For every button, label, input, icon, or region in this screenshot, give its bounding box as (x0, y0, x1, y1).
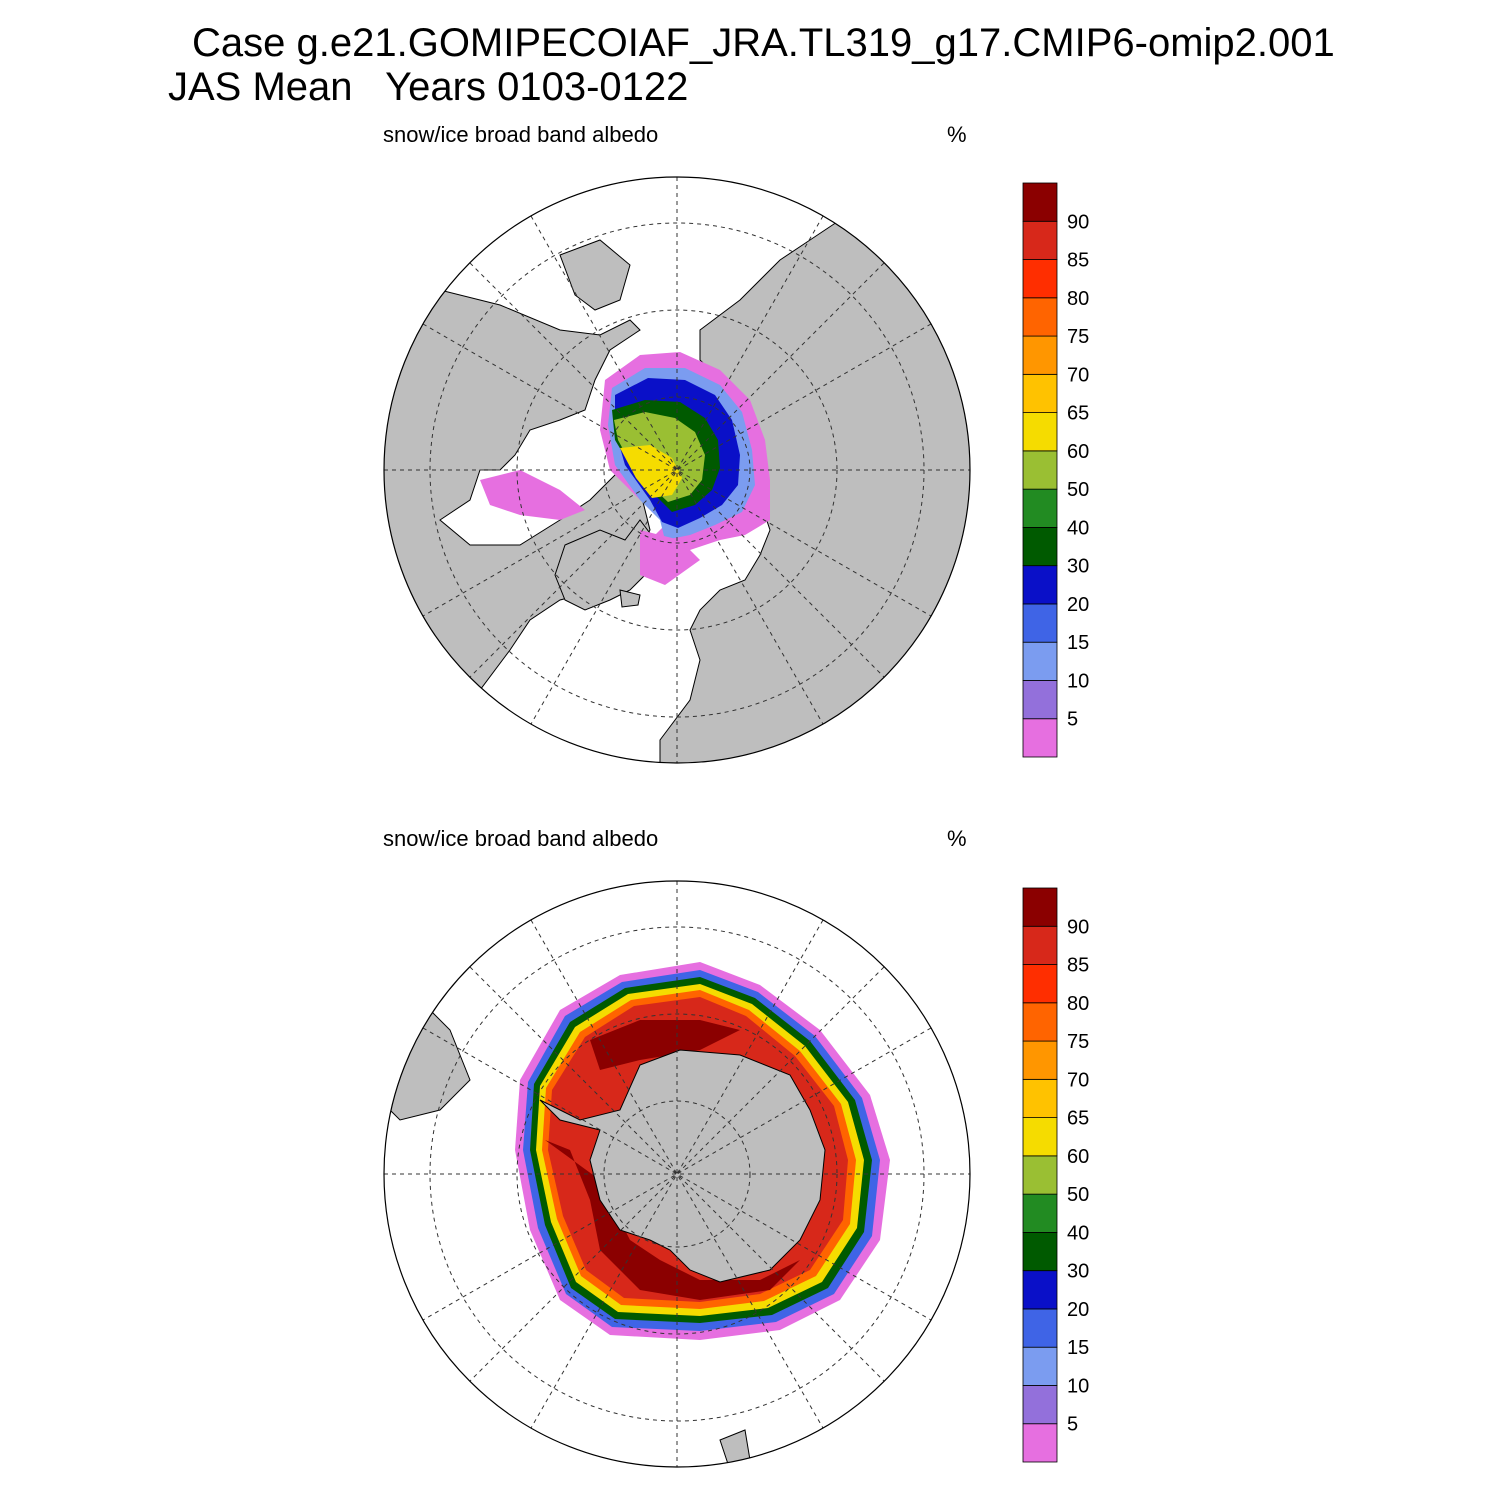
south-colorbar-swatch-9 (1022, 1078, 1058, 1119)
north-graticule (384, 177, 970, 763)
south-colorbar-tick-label: 40 (1067, 1222, 1089, 1244)
south-colorbar-tick-label: 90 (1067, 916, 1089, 938)
south-colorbar-tick-label: 50 (1067, 1184, 1089, 1206)
south-colorbar-tick-label: 65 (1067, 1108, 1089, 1130)
south-polar-map (383, 880, 971, 1468)
south-colorbar-swatch-2 (1022, 1346, 1058, 1386)
north-colorbar: 5 10 15 20 30 40 50 60 65 70 75 80 85 90 (1022, 182, 1089, 758)
north-colorbar-tick-label: 20 (1067, 594, 1089, 616)
north-colorbar-tick-label: 10 (1067, 670, 1089, 692)
south-graticule (384, 881, 970, 1467)
south-colorbar-tick-label: 15 (1067, 1337, 1089, 1359)
figure-title-line1: Case g.e21.GOMIPECOIAF_JRA.TL319_g17.CMI… (192, 21, 1335, 65)
south-colorbar-tick-label: 10 (1067, 1375, 1089, 1397)
south-colorbar-swatch-1 (1022, 1385, 1058, 1425)
south-colorbar-swatch-13 (1022, 925, 1058, 965)
south-colorbar-tick-label: 80 (1067, 993, 1089, 1015)
south-colorbar-tick-label: 30 (1067, 1261, 1089, 1283)
north-colorbar-swatch-0 (1022, 718, 1058, 758)
south-colorbar-swatch-5 (1022, 1232, 1058, 1272)
south-colorbar-swatch-4 (1022, 1270, 1058, 1310)
north-variable-label: snow/ice broad band albedo (383, 122, 659, 147)
north-colorbar-tick-label: 30 (1067, 556, 1089, 578)
north-colorbar-swatch-5 (1022, 527, 1058, 567)
south-colorbar-tick-label: 20 (1067, 1299, 1089, 1321)
ice-band-65 (620, 445, 682, 498)
ice-band-95-weddell (590, 1020, 740, 1070)
south-colorbar-swatch-14 (1022, 887, 1058, 927)
south-colorbar-tick-label: 70 (1067, 1069, 1089, 1091)
south-colorbar: 5 10 15 20 30 40 50 60 65 70 75 80 85 90 (1022, 887, 1089, 1463)
north-colorbar-swatch-9 (1022, 373, 1058, 414)
figure-title-line2: JAS Mean Years 0103-0122 (168, 65, 689, 109)
south-colorbar-swatch-3 (1022, 1308, 1058, 1348)
north-colorbar-swatch-2 (1022, 641, 1058, 681)
antarctica-land (539, 1049, 826, 1283)
south-colorbar-swatch-0 (1022, 1423, 1058, 1463)
north-colorbar-swatch-3 (1022, 603, 1058, 643)
south-colorbar-tick-label: 5 (1067, 1414, 1078, 1436)
north-colorbar-tick-label: 65 (1067, 403, 1089, 425)
north-colorbar-tick-label: 85 (1067, 250, 1089, 272)
north-colorbar-swatch-1 (1022, 680, 1058, 720)
north-colorbar-tick-label: 75 (1067, 326, 1089, 348)
north-colorbar-swatch-12 (1022, 259, 1058, 299)
greenland-land (554, 519, 656, 611)
south-units-label: % (947, 826, 967, 851)
south-colorbar-swatch-12 (1022, 964, 1058, 1004)
north-colorbar-swatch-8 (1022, 412, 1058, 452)
north-colorbar-swatch-10 (1022, 335, 1058, 375)
north-colorbar-tick-label: 90 (1067, 211, 1089, 233)
north-colorbar-swatch-7 (1022, 450, 1058, 490)
south-colorbar-swatch-11 (1022, 1002, 1058, 1042)
north-colorbar-tick-label: 60 (1067, 441, 1089, 463)
north-colorbar-tick-label: 80 (1067, 288, 1089, 310)
south-map-border (383, 880, 971, 1468)
south-colorbar-swatch-8 (1022, 1117, 1058, 1157)
south-colorbar-tick-label: 85 (1067, 955, 1089, 977)
south-variable-label: snow/ice broad band albedo (383, 826, 659, 851)
north-colorbar-tick-label: 70 (1067, 364, 1089, 386)
north-colorbar-swatch-14 (1022, 182, 1058, 222)
north-colorbar-swatch-13 (1022, 220, 1058, 260)
alaska-land (559, 239, 631, 311)
south-colorbar-swatch-6 (1022, 1193, 1058, 1233)
north-colorbar-tick-label: 5 (1067, 709, 1078, 731)
hudson-ice (480, 470, 585, 520)
north-colorbar-tick-label: 50 (1067, 479, 1089, 501)
south-colorbar-swatch-10 (1022, 1040, 1058, 1080)
south-colorbar-swatch-7 (1022, 1155, 1058, 1195)
north-colorbar-swatch-6 (1022, 488, 1058, 528)
north-polar-map: .landN path{fill:#bebebe;stroke:#000;str… (383, 176, 971, 764)
south-colorbar-tick-label: 60 (1067, 1146, 1089, 1168)
north-colorbar-swatch-4 (1022, 565, 1058, 605)
north-colorbar-tick-label: 40 (1067, 517, 1089, 539)
north-colorbar-swatch-11 (1022, 297, 1058, 337)
north-colorbar-tick-label: 15 (1067, 632, 1089, 654)
north-map-border (383, 176, 971, 764)
north-units-label: % (947, 122, 967, 147)
north-sea-ice (480, 352, 770, 585)
baffin-ice (640, 530, 700, 585)
iceland-land (619, 589, 641, 608)
south-colorbar-tick-label: 75 (1067, 1031, 1089, 1053)
